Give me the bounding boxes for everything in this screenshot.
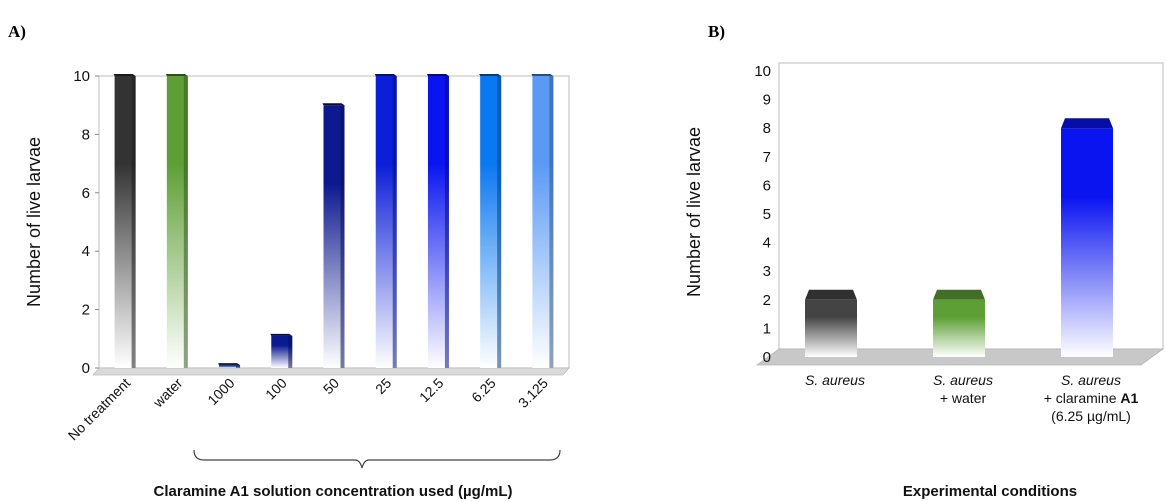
chart-b-ytick-label: 9 <box>763 92 771 109</box>
chart-b-bar <box>933 289 985 357</box>
chart-b-ytick-label: 6 <box>763 177 771 194</box>
chart-a-bar <box>374 74 397 368</box>
chart-b-category-label: S. aureus <box>933 372 993 388</box>
chart-a-bracket <box>193 449 561 469</box>
chart-b-ytick-label: 8 <box>763 120 771 137</box>
chart-a-bar-side <box>131 76 136 368</box>
chart-a-bar <box>426 74 449 368</box>
chart-b-category-label: + water <box>940 390 987 406</box>
chart-a-bar-top <box>322 103 345 106</box>
chart-a-bar-side <box>236 365 241 368</box>
chart-b-category-label: (6.25 µg/mL) <box>1051 408 1131 424</box>
chart-a-bar-body <box>219 365 241 368</box>
chart-b-ytick-label: 0 <box>763 349 771 366</box>
panel-b-label: B) <box>708 22 725 41</box>
chart-b-bar-body <box>933 299 985 357</box>
chart-a-bar <box>531 74 554 368</box>
chart-a-bar-side <box>392 76 397 368</box>
chart-a-bar-side <box>183 76 188 368</box>
chart-b-xlabel: Experimental conditions <box>903 483 1077 500</box>
chart-b-bar <box>1061 118 1113 357</box>
chart-a-bar-side <box>340 105 345 368</box>
chart-b-bar-body <box>805 299 857 357</box>
chart-a-bar-body <box>427 76 449 368</box>
chart-b-category-label: S. aureus <box>1061 372 1121 388</box>
chart-a-ytick-label: 2 <box>82 302 90 319</box>
chart-a-category-label: water <box>149 375 185 411</box>
chart-a-bar-side <box>444 76 449 368</box>
chart-a-bar-body <box>532 76 554 368</box>
chart-a-bar <box>165 74 188 368</box>
chart-a-bar-top <box>374 74 397 76</box>
chart-b-category-label: S. aureus <box>805 372 865 388</box>
chart-b-ytick-label: 5 <box>763 206 771 223</box>
chart-a-x-ticks: No treatment water 1000 100 50 25 12.5 6.25 3.12… <box>65 375 551 444</box>
chart-b: Number of live larvae 0 1 2 3 4 5 6 7 8 9 10 S. au… <box>684 62 1165 500</box>
chart-a-category-label: 1000 <box>204 375 237 408</box>
chart-b-ytick-label: 2 <box>763 292 771 309</box>
chart-b-ytick-label: 4 <box>763 235 771 252</box>
chart-b-bar <box>805 289 857 357</box>
chart-b-bar-top <box>1061 118 1113 129</box>
chart-a-xlabel: Claramine A1 solution concentration used… <box>154 483 513 500</box>
chart-b-ytick-label: 3 <box>763 263 771 280</box>
chart-a-bar-side <box>497 76 502 368</box>
chart-b-category-label: + claramine A1 <box>1044 390 1139 406</box>
chart-a: Number of live larvae 0 2 4 6 8 10 No treatme… <box>24 68 570 500</box>
chart-a-floor <box>92 367 570 376</box>
chart-b-ytick-label: 10 <box>754 63 771 80</box>
chart-b-bar-top <box>933 289 985 300</box>
chart-a-ytick-label: 10 <box>73 68 90 85</box>
chart-a-bar-body <box>480 76 502 368</box>
chart-a-ytick-label: 0 <box>82 360 90 377</box>
chart-a-bar-top <box>113 74 136 76</box>
chart-b-bar-body <box>1061 128 1113 357</box>
chart-a-bar <box>322 103 345 368</box>
chart-b-x-ticks: S. aureus S. aureus + water S. aureus + clar… <box>805 372 1138 424</box>
chart-b-y-ticks: 0 1 2 3 4 5 6 7 8 9 10 <box>754 63 771 366</box>
chart-b-bars <box>805 118 1113 357</box>
chart-b-bar-top <box>805 289 857 300</box>
chart-a-bar-body <box>323 105 345 368</box>
chart-a-ytick-label: 6 <box>82 185 90 202</box>
chart-a-category-label: 100 <box>262 375 290 403</box>
chart-a-ytick-label: 8 <box>82 126 90 143</box>
chart-a-bar-body <box>271 335 293 368</box>
chart-a-ytick-label: 4 <box>82 243 90 260</box>
chart-a-category-label: 6.25 <box>468 375 499 406</box>
chart-a-bar-top <box>218 363 241 366</box>
chart-a-bar-side <box>549 76 554 368</box>
chart-a-bar-top <box>165 74 188 76</box>
chart-a-bar <box>113 74 136 368</box>
chart-a-bar <box>218 363 241 368</box>
chart-a-bar <box>479 74 502 368</box>
chart-b-ylabel: Number of live larvae <box>684 127 704 297</box>
chart-a-category-label: 3.125 <box>515 375 551 411</box>
chart-a-category-label: 12.5 <box>416 375 447 406</box>
chart-a-category-label: No treatment <box>65 375 134 444</box>
chart-b-ytick-label: 1 <box>763 320 771 337</box>
chart-a-bar-top <box>479 74 502 76</box>
chart-a-bar-body <box>375 76 397 368</box>
chart-a-bar-body <box>166 76 188 368</box>
chart-a-bar-body <box>114 76 136 368</box>
chart-a-ylabel: Number of live larvae <box>24 137 44 307</box>
chart-a-category-label: 25 <box>372 375 394 397</box>
chart-a-bar-side <box>288 335 293 368</box>
chart-a-bar-top <box>270 333 293 336</box>
chart-b-ytick-label: 7 <box>763 149 771 166</box>
chart-a-category-label: 50 <box>320 375 342 397</box>
chart-a-bars <box>113 74 554 368</box>
panel-a-label: A) <box>8 22 26 41</box>
chart-a-bar-top <box>531 74 554 76</box>
chart-a-bar-top <box>426 74 449 76</box>
chart-a-y-ticks: 0 2 4 6 8 10 <box>73 68 99 377</box>
chart-a-bar <box>270 333 293 368</box>
